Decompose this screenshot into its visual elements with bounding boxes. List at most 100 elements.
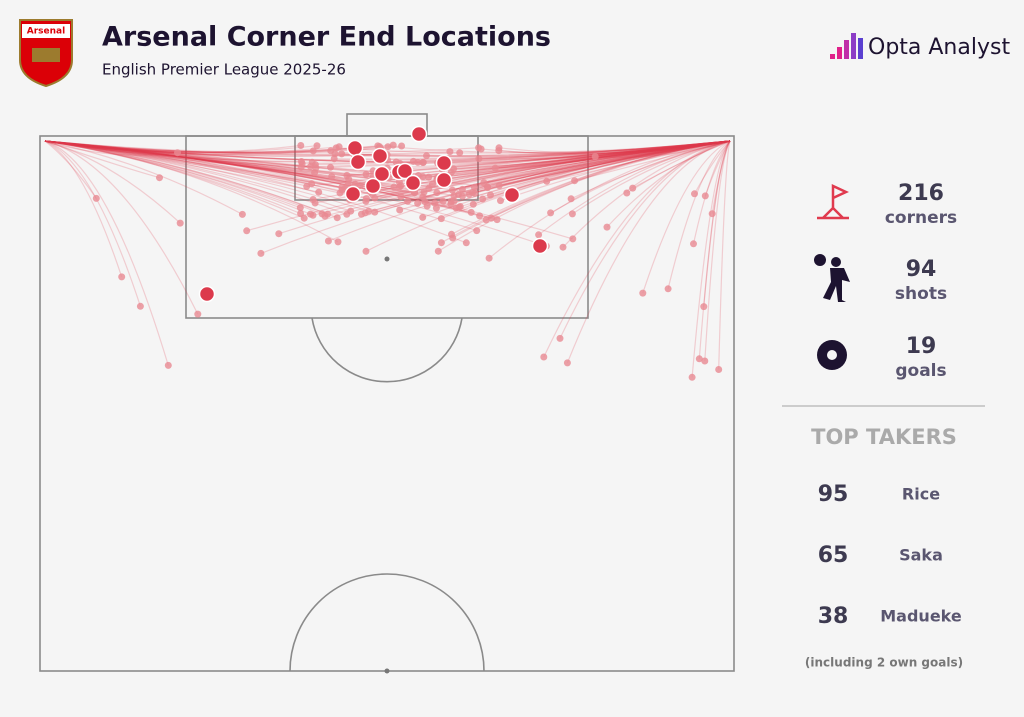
corner-path [559, 140, 731, 339]
end-point [397, 182, 405, 190]
end-point [164, 361, 172, 369]
logo-square [851, 33, 856, 59]
stat-value: 19 [906, 334, 937, 359]
end-point [300, 214, 308, 222]
corner-path [44, 140, 328, 215]
corner-path [458, 140, 731, 196]
end-point [397, 193, 405, 201]
corner-path [44, 140, 349, 180]
goal-marker [346, 139, 364, 157]
taker-count: 38 [818, 604, 849, 629]
corner-path [315, 140, 731, 166]
end-point [92, 194, 100, 202]
end-point [456, 149, 464, 157]
corner-path [44, 140, 319, 193]
corner-path [44, 140, 302, 163]
brand-logo: Opta Analyst [830, 33, 1010, 60]
corner-path [632, 140, 731, 189]
end-point [389, 141, 397, 149]
end-point [309, 147, 317, 155]
goal-marker [344, 185, 362, 203]
end-point [307, 163, 314, 170]
end-point [297, 163, 305, 171]
end-point [398, 142, 406, 150]
corner-path [366, 140, 731, 175]
centre-spot [384, 668, 390, 674]
goal-marker [435, 154, 453, 172]
end-point [384, 143, 392, 151]
goal-marker [364, 177, 382, 195]
end-point [470, 183, 478, 191]
corner-path [437, 140, 731, 164]
icon-head [831, 257, 841, 267]
corner-path [606, 140, 731, 228]
corner-path [44, 140, 181, 224]
end-point [484, 184, 492, 192]
end-point [303, 182, 311, 190]
corner-path [451, 140, 731, 173]
end-point [476, 212, 484, 220]
end-point [450, 165, 458, 173]
corner-path [485, 140, 731, 221]
logo-square [830, 54, 835, 59]
corner-path [704, 140, 731, 197]
corner-path [472, 140, 731, 194]
corner-path [483, 140, 731, 184]
corner-path [546, 140, 731, 182]
corner-path [44, 140, 316, 169]
stat-icons [814, 184, 850, 370]
corner-path [341, 140, 731, 157]
corner-path [278, 140, 731, 235]
end-point [629, 184, 637, 192]
end-point [639, 289, 647, 297]
end-point [434, 247, 442, 255]
penalty-arc [311, 317, 463, 383]
corner-path [44, 140, 547, 247]
end-point [664, 285, 672, 293]
corner-path [260, 140, 731, 254]
corner-path [44, 140, 315, 174]
corner-path [487, 140, 731, 189]
corner-path [626, 140, 731, 194]
corner-path [44, 140, 346, 190]
end-point [328, 173, 336, 181]
corner-path [44, 140, 341, 194]
corner-path [453, 140, 731, 170]
corner-path [44, 140, 141, 307]
corner-path [44, 140, 178, 156]
end-point [309, 211, 317, 219]
end-point [475, 155, 483, 163]
corner-path [44, 140, 313, 163]
end-point [485, 254, 493, 262]
corner-path [44, 140, 97, 199]
end-point [432, 204, 440, 212]
taker-name: Rice [902, 485, 940, 504]
corner-path [44, 140, 461, 208]
taker-name: Madueke [880, 607, 962, 626]
corner-path [44, 140, 342, 188]
end-point [423, 152, 430, 160]
corner-path [44, 140, 492, 219]
end-point [439, 197, 447, 205]
end-point [591, 153, 599, 160]
end-point [487, 191, 494, 199]
corner-path [328, 140, 731, 242]
end-point [429, 180, 436, 188]
end-point [563, 359, 571, 367]
end-point [458, 185, 466, 193]
end-point [695, 355, 703, 363]
goal-marker [349, 153, 367, 171]
end-point [315, 188, 323, 196]
end-point [446, 148, 454, 156]
badge-text: Arsenal [27, 27, 65, 37]
end-point [543, 177, 551, 185]
taker-count: 95 [818, 482, 849, 507]
logo-square [858, 38, 863, 59]
end-point [425, 173, 433, 181]
end-point [467, 208, 475, 216]
end-point [603, 223, 611, 231]
end-point [701, 192, 709, 200]
end-point [479, 195, 487, 203]
icon-ball [814, 254, 826, 266]
